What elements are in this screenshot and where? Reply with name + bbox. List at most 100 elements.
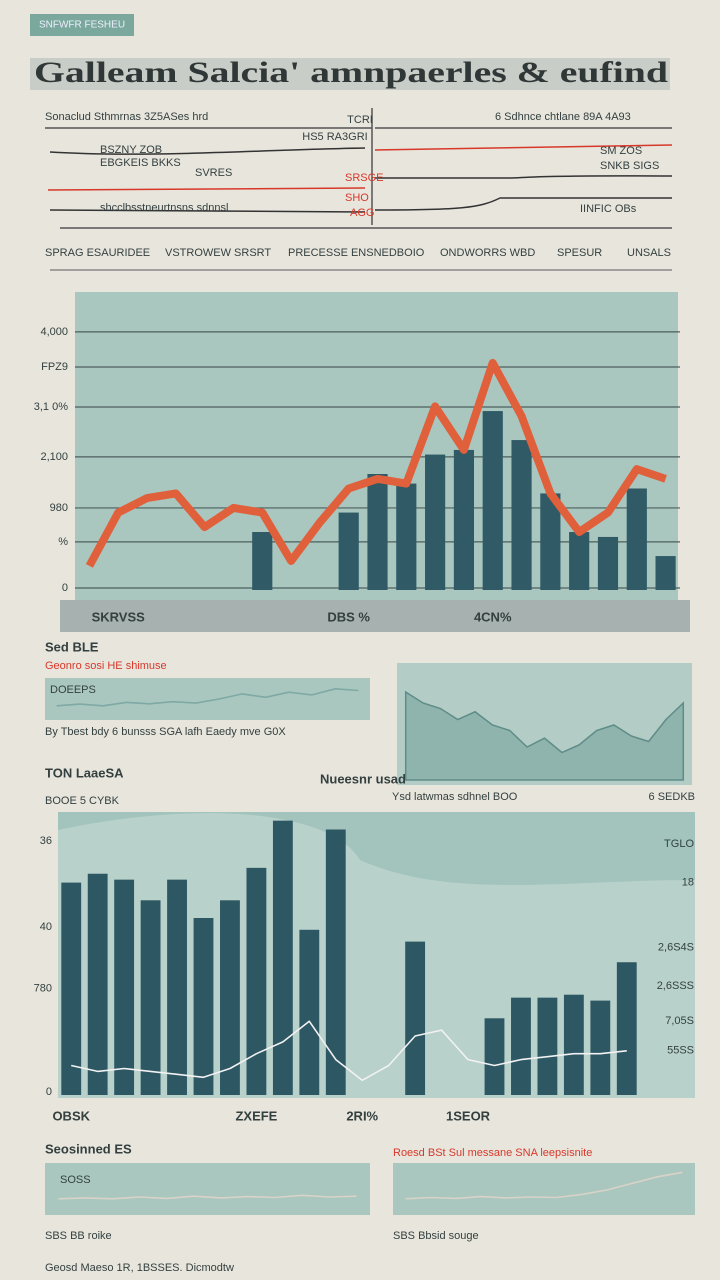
line xyxy=(405,1171,683,1200)
summary-title: TCRI xyxy=(347,114,373,126)
chart-caption: SBS Bbsid souge xyxy=(393,1230,479,1242)
x-tick-label: 4CN% xyxy=(474,609,512,624)
bar xyxy=(590,1000,611,1095)
x-tick-label: DBS % xyxy=(327,609,370,624)
bar xyxy=(246,867,267,1095)
chart-caption: By Tbest bdy 6 bunsss SGA lafh Eaedy mve… xyxy=(45,726,286,738)
bar xyxy=(114,879,135,1095)
x-tick-label: SKRVSS xyxy=(92,609,146,624)
y-tick-label: 2,100 xyxy=(40,451,68,463)
footer: Geosd Maeso 1R, 1BSSES. Dicmodtw xyxy=(45,1262,234,1274)
area xyxy=(404,690,685,781)
line-label: BSZNY ZOB xyxy=(100,144,162,156)
red-label: SRSGE xyxy=(345,172,384,184)
line-label: IINFIC OBs xyxy=(580,203,637,215)
summary-title: 6 Sdhnce chtlane 89A 4A93 xyxy=(495,111,631,123)
y-tick-label: 780 xyxy=(34,983,52,995)
y-tick-label: 980 xyxy=(50,502,68,514)
summary-title: Sonaclud Sthmrnas 3Z5ASes hrd xyxy=(45,111,208,123)
line-label: SVRES xyxy=(195,167,232,179)
bar xyxy=(484,1018,505,1095)
x-tick-label: 2RI% xyxy=(346,1108,378,1123)
red-label: SHO xyxy=(345,192,369,204)
bar xyxy=(482,411,503,590)
chart-label: DOEEPS xyxy=(50,684,96,696)
tag: SNFWFR FESHEU xyxy=(39,20,125,31)
chart-label: SOSS xyxy=(60,1174,91,1186)
line-label: EBGKEIS BKKS xyxy=(100,157,181,169)
bar xyxy=(167,879,187,1095)
summary-subtitle: HS5 RA3GRI xyxy=(302,131,367,143)
panel xyxy=(393,1163,695,1215)
y2-tick-label: 55SS xyxy=(667,1045,694,1057)
bar xyxy=(537,997,558,1095)
column-label: SPESUR xyxy=(557,247,602,259)
bar xyxy=(367,474,388,590)
y2-tick-label: 18 xyxy=(682,877,694,889)
chart-title: Nueesnr usad xyxy=(320,771,406,786)
summary-lines xyxy=(45,108,673,271)
line-label: shcclbsstneurtnsns sdnnsl xyxy=(100,202,228,214)
line xyxy=(85,358,667,568)
y2-tick-label: 2,6SSS xyxy=(657,980,694,992)
column-label: SPRAG ESAURIDEE xyxy=(45,247,150,259)
title-band xyxy=(30,58,670,90)
title: Galleam Salcia' amnpaerles & eufind xyxy=(34,56,668,89)
column-label: VSTROWEW SRSRT xyxy=(165,247,271,259)
y-tick-label: 0 xyxy=(62,582,68,594)
column-label: ONDWORRS WBD xyxy=(440,247,535,259)
chart-title: Sed BLE xyxy=(45,639,99,654)
panel-shape xyxy=(58,813,695,1098)
bar xyxy=(140,900,161,1095)
bar xyxy=(597,536,619,590)
bar xyxy=(299,929,320,1095)
y2-tick-label: 2,6S4S xyxy=(658,941,694,953)
x-tick-label: ZXEFE xyxy=(235,1108,277,1123)
bar xyxy=(405,941,426,1095)
bar xyxy=(563,994,584,1095)
bar xyxy=(569,532,590,590)
chart-subtitle: Geonro sosi HE shimuse xyxy=(45,660,167,672)
chart-subtitle: BOOE 5 CYBK xyxy=(45,795,120,807)
y-tick-label: 3,1 0% xyxy=(34,401,68,413)
bar xyxy=(220,900,240,1095)
chart-subtitle: Roesd BSt Sul messane SNA leepsisnite xyxy=(393,1147,592,1159)
y-tick-label: 0 xyxy=(46,1086,52,1098)
red-label: AGG xyxy=(350,207,374,219)
bar xyxy=(540,493,561,590)
panel xyxy=(45,678,370,720)
y-tick-label: 36 xyxy=(40,835,52,847)
bar xyxy=(87,873,108,1095)
y2-tick-label: TGLO xyxy=(664,838,694,850)
line xyxy=(56,688,359,707)
bar xyxy=(655,556,676,590)
bar xyxy=(626,488,647,590)
chart-title: Seosinned ES xyxy=(45,1141,132,1156)
y2-tick-label: 7,05S xyxy=(665,1015,694,1027)
line xyxy=(58,1194,357,1200)
bar xyxy=(511,440,532,590)
panel-strip xyxy=(60,600,690,632)
chart-caption: Ysd latwmas sdhnel BOO xyxy=(392,791,518,803)
bar xyxy=(511,997,531,1095)
chart-note: 6 SEDKB xyxy=(649,791,695,803)
y-tick-label: 40 xyxy=(40,921,52,933)
chart-caption: SBS BB roike xyxy=(45,1230,112,1242)
bar xyxy=(193,918,214,1095)
column-label: UNSALS xyxy=(627,247,671,259)
bar xyxy=(61,882,82,1095)
x-tick-label: OBSK xyxy=(52,1108,90,1123)
column-label: PRECESSE ENSNEDBOIO xyxy=(288,247,425,259)
bar xyxy=(616,962,637,1095)
bar xyxy=(396,483,417,590)
y-tick-label: % xyxy=(58,536,68,548)
bar xyxy=(272,820,293,1095)
bar xyxy=(425,454,446,590)
tag-box xyxy=(30,14,134,36)
x-tick-label: 1SEOR xyxy=(446,1108,491,1123)
panel xyxy=(45,1163,370,1215)
bar xyxy=(338,512,359,590)
bar xyxy=(252,532,273,590)
bar xyxy=(453,449,475,590)
